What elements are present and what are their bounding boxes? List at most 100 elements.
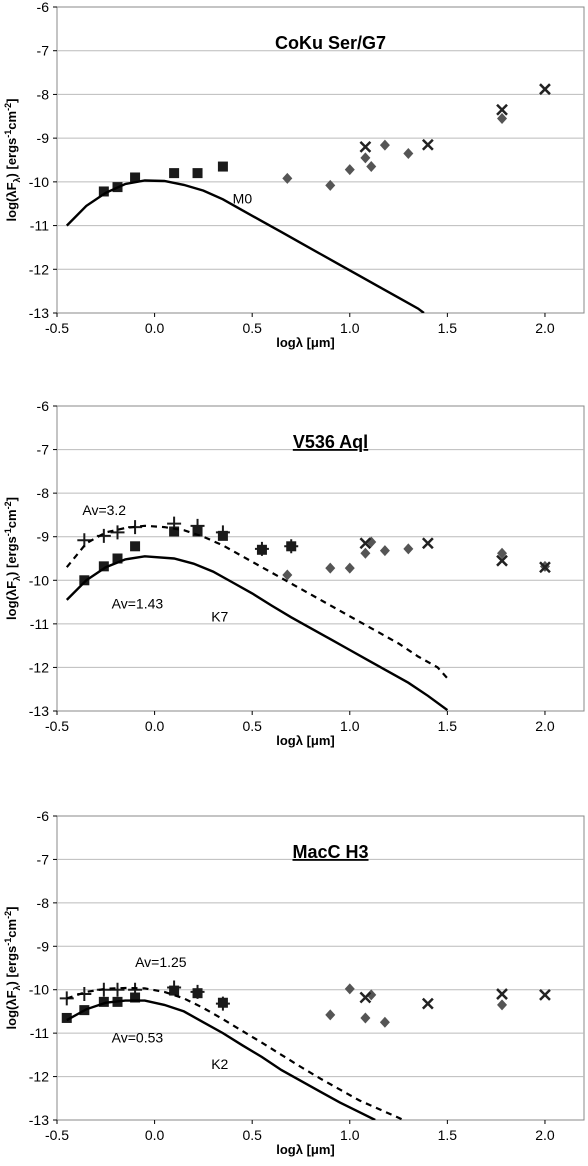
y-tick-label: -8	[37, 485, 50, 501]
data-point-plus	[284, 539, 299, 554]
panel-title: CoKu Ser/G7	[275, 33, 386, 53]
x-tick-label: 2.0	[535, 718, 555, 734]
plot-frame	[56, 6, 585, 314]
x-axis-title: logλ [μm]	[276, 335, 335, 350]
y-tick-label: -9	[37, 529, 50, 545]
annotation-label: Av=3.2	[82, 502, 126, 518]
x-tick-label: -0.5	[45, 320, 69, 336]
data-point-diamond	[325, 562, 336, 574]
data-point-diamond	[282, 569, 293, 581]
y-tick-label: -13	[29, 1112, 49, 1128]
series-group	[59, 980, 551, 1120]
y-tick-label: -10	[29, 982, 49, 998]
data-point-plus	[59, 991, 74, 1006]
x-tick-label: 0.0	[145, 718, 165, 734]
data-point-x	[496, 554, 508, 567]
data-point-plus	[77, 533, 92, 548]
data-point-square	[98, 186, 109, 197]
data-point-x	[421, 997, 434, 1010]
y-tick-label: -6	[37, 398, 50, 414]
x-tick-label: 0.0	[145, 320, 165, 336]
data-point-x	[359, 141, 372, 153]
x-tick-label: 0.5	[242, 1127, 262, 1143]
model-curve-solid	[65, 179, 425, 313]
data-point-square	[130, 992, 141, 1003]
x-tick-label: 0.0	[145, 1127, 165, 1143]
y-tick-label: -9	[37, 938, 50, 954]
x-tick-label: 1.5	[438, 1127, 458, 1143]
y-tick-label: -11	[30, 616, 49, 632]
data-point-plus	[190, 518, 205, 533]
x-tick-label: 2.0	[535, 320, 555, 336]
data-point-square	[79, 575, 90, 586]
x-axis-title: logλ [μm]	[276, 733, 335, 748]
data-point-diamond	[344, 562, 355, 574]
data-point-square	[98, 561, 109, 572]
data-point-diamond	[366, 989, 377, 1001]
y-tick-label: -10	[29, 174, 49, 190]
y-axis-title: log(λFλ) [ergs-1cm-2]	[3, 99, 22, 222]
x-tick-label: 1.5	[438, 718, 458, 734]
data-point-square	[112, 553, 123, 564]
data-point-plus	[128, 982, 143, 997]
data-point-diamond	[344, 164, 355, 176]
data-point-x	[359, 537, 372, 550]
chart-panel-3: -13 -12 -11 -10 -9 -8 -7 -6 -0.5 0.0 0.5 1.0 1.5 2.0 l…	[3, 808, 585, 1157]
data-point-x	[359, 991, 372, 1004]
data-point-diamond	[497, 547, 508, 559]
chart-panel-1: -13 -12 -11 -10 -9 -8 -7 -6 -0.5 0.0 0.5 1.0 1.5 2.0 l…	[3, 0, 585, 350]
series-group	[65, 516, 551, 711]
data-point-plus	[215, 525, 230, 540]
y-tick-label: -13	[29, 703, 49, 719]
data-point-x	[539, 561, 551, 574]
x-tick-label: 0.5	[242, 718, 262, 734]
plot-frame	[56, 405, 585, 712]
panel-title: V536 Aql	[293, 432, 368, 452]
model-curve-solid	[66, 999, 376, 1120]
y-tick-label: -12	[29, 659, 49, 675]
data-point-square	[130, 172, 141, 183]
data-point-x	[539, 989, 551, 1001]
x-tick-label: -0.5	[45, 1127, 69, 1143]
data-point-x	[539, 83, 551, 96]
data-point-square	[98, 996, 109, 1007]
data-point-square	[61, 1012, 72, 1023]
model-curve-solid	[65, 555, 449, 711]
data-point-diamond	[282, 172, 293, 184]
data-point-diamond	[379, 1016, 390, 1028]
y-tick-label: -10	[29, 572, 49, 588]
y-axis-title: log(λFλ) [ergs-1cm-2]	[3, 497, 22, 620]
annotation-label: K7	[211, 609, 228, 625]
data-point-diamond	[379, 139, 390, 151]
data-point-diamond	[360, 1012, 371, 1024]
x-tick-label: 2.0	[535, 1127, 555, 1143]
y-tick-label: -6	[37, 808, 50, 824]
y-tick-label: -7	[37, 43, 50, 59]
annotation-label: Av=0.53	[112, 1030, 164, 1046]
data-point-plus	[190, 984, 205, 999]
data-point-square	[192, 168, 203, 179]
data-point-diamond	[360, 152, 371, 164]
data-point-diamond	[403, 147, 414, 159]
annotation-label: Av=1.25	[135, 954, 187, 970]
data-point-diamond	[366, 161, 377, 173]
data-point-diamond	[325, 1009, 336, 1021]
data-point-square	[169, 526, 180, 537]
x-tick-label: -0.5	[45, 718, 69, 734]
x-tick-label: 1.0	[340, 320, 360, 336]
y-tick-label: -13	[29, 305, 49, 321]
annotation-label: M0	[233, 191, 253, 207]
data-point-plus	[167, 980, 182, 995]
data-point-diamond	[403, 543, 414, 555]
data-point-diamond	[379, 545, 390, 557]
data-point-x	[421, 537, 434, 550]
data-point-x	[496, 988, 508, 1000]
plot-frame	[56, 815, 585, 1121]
y-tick-label: -9	[37, 130, 50, 146]
y-tick-label: -12	[29, 1069, 49, 1085]
data-point-square	[217, 161, 228, 172]
data-point-diamond	[344, 983, 355, 995]
data-point-diamond	[497, 999, 508, 1011]
y-tick-label: -8	[37, 895, 50, 911]
